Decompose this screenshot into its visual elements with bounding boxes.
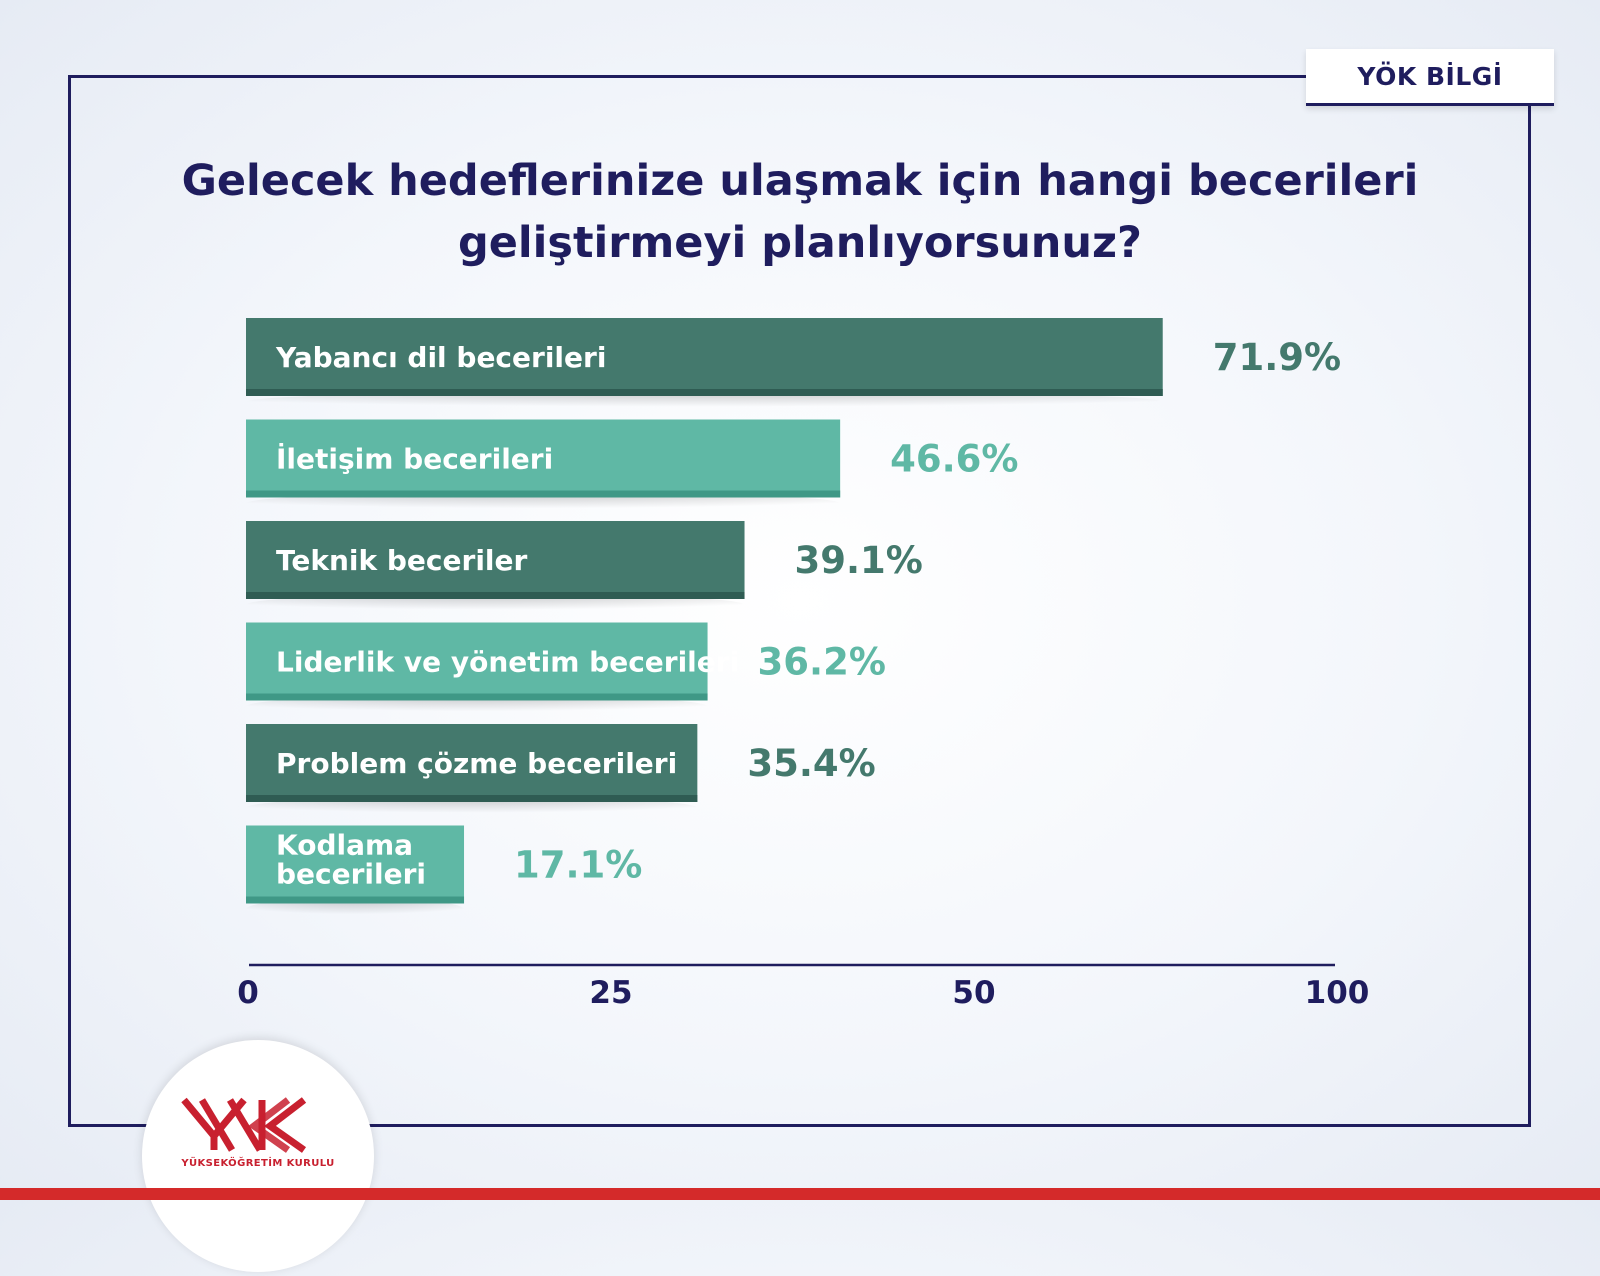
bar-3	[246, 622, 708, 701]
bar-1	[246, 419, 841, 498]
bar-edge-1	[246, 490, 841, 498]
bar-value-label: 36.2%	[758, 641, 886, 684]
bar-category-label: Kodlama becerileri	[276, 829, 426, 891]
tag-label: YÖK BİLGİ	[1357, 61, 1503, 91]
bar-5	[246, 825, 465, 904]
bar-chart: Yabancı dil becerileri 71.9% İletişim bece…	[237, 318, 1370, 1011]
bar-category-label: İletişim becerileri	[276, 442, 553, 476]
bar-category-label: Problem çözme becerileri	[276, 747, 677, 780]
x-tick-label: 0	[237, 975, 259, 1011]
bar-category-label: Liderlik ve yönetim becerileri	[276, 646, 739, 679]
bar-2	[246, 521, 745, 599]
bar-category-label: Yabancı dil becerileri	[275, 341, 606, 374]
yok-logo-mark-icon	[181, 1097, 307, 1153]
bar-edge-5	[246, 896, 465, 904]
bar-0	[246, 318, 1163, 396]
bar-edge-3	[246, 693, 708, 701]
x-tick-label: 50	[952, 975, 995, 1011]
bar-category-label: Teknik beceriler	[276, 544, 528, 577]
bar-value-label: 39.1%	[795, 539, 923, 582]
bar-edge-4	[246, 795, 698, 802]
bar-value-label: 17.1%	[514, 844, 642, 887]
bar-edge-0	[246, 389, 1163, 396]
yok-logo: YÜKSEKÖĞRETİM KURULU	[142, 1040, 374, 1272]
bar-value-label: 35.4%	[747, 742, 875, 785]
bar-value-label: 71.9%	[1213, 336, 1341, 379]
bar-4	[246, 724, 698, 802]
x-tick-label: 100	[1305, 975, 1370, 1011]
chart-frame	[68, 75, 1531, 1127]
yok-bilgi-tag: YÖK BİLGİ	[1306, 49, 1554, 106]
title-line-2: geliştirmeyi planlıyorsunuz?	[457, 218, 1143, 268]
bar-edge-2	[246, 592, 745, 599]
chart-title: Gelecek hedeflerinize ulaşmak için hangi…	[150, 150, 1450, 274]
red-footer-band	[0, 1188, 1600, 1200]
bar-value-label: 46.6%	[890, 438, 1018, 481]
x-tick-label: 25	[589, 975, 632, 1011]
logo-text: YÜKSEKÖĞRETİM KURULU	[181, 1158, 335, 1169]
title-line-1: Gelecek hedeflerinize ulaşmak için hangi…	[181, 156, 1419, 206]
